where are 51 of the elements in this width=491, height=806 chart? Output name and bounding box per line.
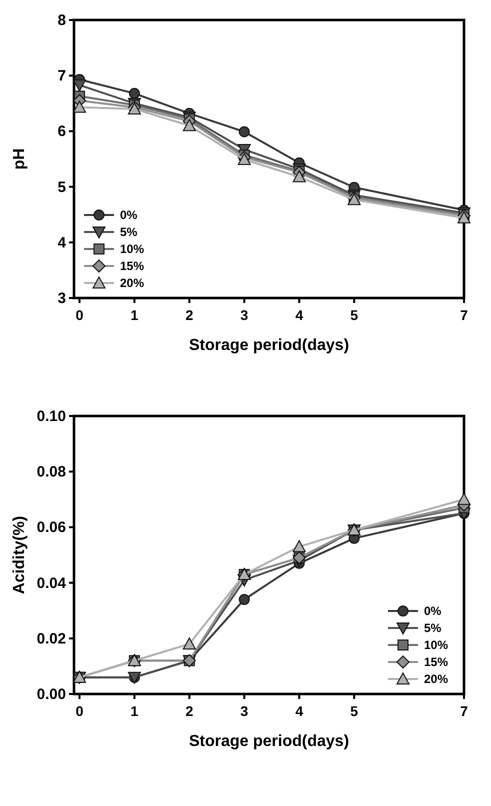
- point: [128, 88, 140, 99]
- legend-label: 5%: [424, 621, 442, 635]
- x-tick-label: 0: [76, 703, 84, 719]
- legend-label: 5%: [120, 225, 138, 239]
- legend-label: 15%: [424, 655, 448, 669]
- y-axis-title: Acidity(%): [11, 516, 28, 594]
- x-tick-label: 3: [240, 307, 248, 323]
- legend-label: 15%: [120, 259, 144, 273]
- x-tick-label: 5: [350, 703, 358, 719]
- legend-label: 10%: [120, 242, 144, 256]
- y-axis-title: pH: [11, 148, 28, 170]
- y-tick-label: 0.10: [36, 408, 66, 425]
- point: [182, 637, 196, 650]
- y-tick-label: 0.04: [36, 574, 67, 592]
- legend-label: 20%: [424, 672, 448, 686]
- x-tick-label: 2: [185, 307, 194, 323]
- x-axis-title: Storage period(days): [188, 733, 350, 750]
- x-tick-label: 1: [130, 703, 139, 719]
- x-axis-title: Storage period(days): [188, 337, 350, 354]
- point: [292, 170, 306, 182]
- point: [238, 126, 250, 138]
- y-tick-label: 3: [58, 290, 66, 307]
- x-tick-label: 4: [295, 703, 304, 719]
- x-tick-label: 1: [130, 307, 139, 323]
- point: [292, 540, 306, 552]
- point: [72, 100, 86, 113]
- legend-label: 10%: [424, 638, 448, 652]
- y-tick-label: 0.00: [36, 686, 66, 703]
- y-tick-label: 8: [58, 12, 66, 29]
- y-tick-label: 0.02: [36, 630, 66, 648]
- point: [238, 594, 250, 605]
- x-tick-label: 3: [240, 703, 248, 719]
- point: [182, 119, 196, 132]
- y-tick-label: 0.08: [36, 464, 66, 481]
- x-tick-label: 2: [185, 703, 194, 719]
- y-tick-label: 0.06: [36, 519, 66, 536]
- point: [72, 80, 86, 92]
- legend-label: 0%: [424, 604, 442, 618]
- x-tick-label: 0: [76, 307, 84, 323]
- x-tick-label: 5: [350, 307, 358, 323]
- y-tick-label: 6: [58, 123, 66, 140]
- legend-label: 0%: [120, 208, 138, 222]
- point: [458, 492, 470, 505]
- y-tick-label: 4: [58, 234, 67, 252]
- y-tick-label: 7: [58, 68, 66, 85]
- point: [238, 153, 251, 166]
- legend-label: 20%: [120, 276, 144, 290]
- x-tick-label: 4: [295, 307, 304, 323]
- y-tick-label: 5: [58, 178, 66, 196]
- x-tick-label: 7: [460, 703, 468, 719]
- x-tick-label: 7: [460, 307, 468, 323]
